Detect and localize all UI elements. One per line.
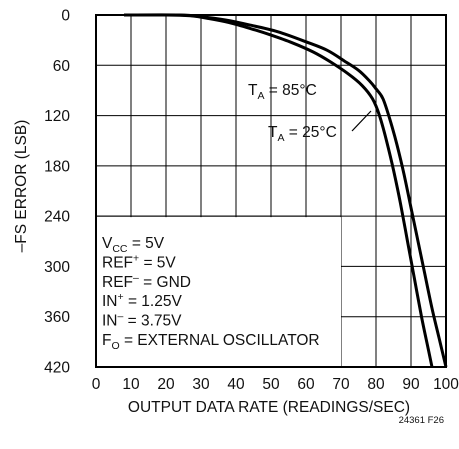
leader-line bbox=[351, 110, 372, 132]
x-tick-label: 70 bbox=[332, 376, 350, 393]
x-tick-label: 100 bbox=[433, 376, 459, 393]
x-tick-label: 0 bbox=[92, 376, 101, 393]
series-layer bbox=[123, 13, 448, 368]
figure-id: 24361 F26 bbox=[399, 415, 444, 426]
condition-line: IN+ = 1.25V bbox=[102, 291, 182, 310]
y-tick-label: 360 bbox=[44, 309, 70, 326]
y-tick-label: 180 bbox=[44, 158, 70, 175]
x-tick-label: 40 bbox=[227, 376, 245, 393]
x-tick-label: 80 bbox=[367, 376, 385, 393]
x-tick-label: 50 bbox=[262, 376, 280, 393]
y-tick-label: 300 bbox=[44, 259, 70, 276]
condition-line: VCC = 5V bbox=[102, 235, 165, 255]
y-tick-label: 0 bbox=[61, 8, 70, 25]
y-tick-label: 120 bbox=[44, 108, 70, 125]
tick-labels: 0 10 20 30 40 50 60 70 80 90 100 0 60 120 180 240 300 360… bbox=[44, 8, 459, 394]
condition-line: FO = EXTERNAL OSCILLATOR bbox=[102, 332, 320, 352]
condition-line: IN– = 3.75V bbox=[102, 311, 182, 330]
annotations: TA = 85°C TA = 25°C bbox=[248, 82, 372, 144]
curve-label: TA = 85°C bbox=[248, 82, 317, 102]
curve-label: TA = 25°C bbox=[268, 124, 337, 144]
series-line-ta-25c bbox=[123, 13, 448, 368]
x-axis-title: OUTPUT DATA RATE (READINGS/SEC) bbox=[128, 399, 410, 416]
condition-line: REF– = GND bbox=[102, 272, 191, 291]
condition-line: REF+ = 5V bbox=[102, 252, 176, 271]
plot-frame bbox=[95, 14, 447, 368]
y-axis-title: –FS ERROR (LSB) bbox=[13, 120, 30, 253]
x-tick-label: 10 bbox=[122, 376, 140, 393]
x-tick-label: 20 bbox=[157, 376, 175, 393]
y-tick-label: 240 bbox=[44, 209, 70, 226]
y-tick-label: 420 bbox=[44, 360, 70, 377]
x-tick-label: 60 bbox=[297, 376, 315, 393]
conditions-background bbox=[97, 217, 341, 366]
y-tick-label: 60 bbox=[53, 58, 71, 75]
x-tick-label: 30 bbox=[192, 376, 210, 393]
x-tick-label: 90 bbox=[402, 376, 420, 393]
